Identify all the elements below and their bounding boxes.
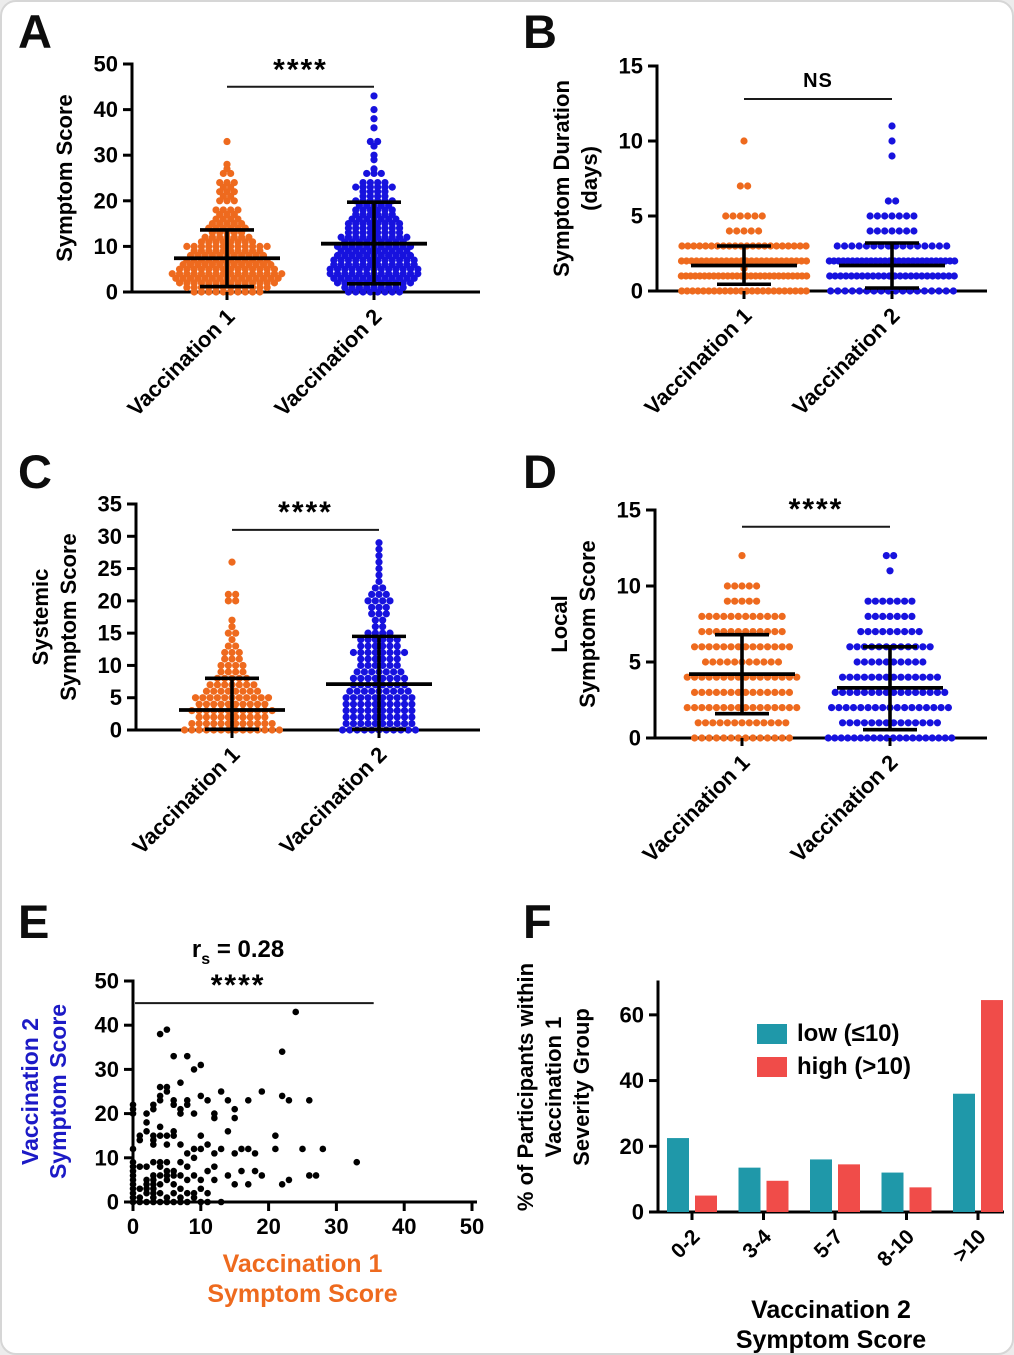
svg-text:30: 30 bbox=[324, 1214, 348, 1239]
svg-text:15: 15 bbox=[619, 54, 643, 79]
panel-label-d: D bbox=[523, 445, 557, 498]
svg-text:Vaccination 2: Vaccination 2 bbox=[17, 1018, 43, 1165]
svg-text:Symptom Score: Symptom Score bbox=[736, 1326, 926, 1354]
svg-text:10: 10 bbox=[94, 234, 118, 259]
svg-text:50: 50 bbox=[95, 969, 119, 994]
svg-text:Symptom Score: Symptom Score bbox=[52, 94, 77, 262]
svg-text:10: 10 bbox=[95, 1145, 119, 1170]
panel-label-a: A bbox=[18, 5, 52, 58]
svg-text:40: 40 bbox=[620, 1068, 644, 1093]
svg-text:Symptom Score: Symptom Score bbox=[56, 533, 81, 701]
svg-text:low (≤10): low (≤10) bbox=[797, 1020, 900, 1047]
svg-text:20: 20 bbox=[95, 1101, 119, 1126]
svg-text:Vaccination 1: Vaccination 1 bbox=[637, 750, 754, 867]
panel-label-c: C bbox=[18, 445, 52, 498]
svg-text:Local: Local bbox=[547, 595, 572, 652]
svg-text:50: 50 bbox=[460, 1214, 484, 1239]
svg-text:Symptom Score: Symptom Score bbox=[575, 540, 600, 708]
svg-text:****: **** bbox=[278, 496, 333, 529]
svg-text:40: 40 bbox=[94, 97, 118, 122]
svg-text:rs = 0.28: rs = 0.28 bbox=[192, 936, 284, 968]
panel-F: F 0 20 40 60% of Participants within Vaccina… bbox=[507, 892, 1012, 1353]
svg-text:30: 30 bbox=[98, 524, 122, 549]
svg-text:5-7: 5-7 bbox=[810, 1225, 848, 1263]
svg-text:Systemic: Systemic bbox=[28, 569, 53, 666]
svg-text:Vaccination 1: Vaccination 1 bbox=[127, 742, 244, 859]
svg-text:Symptom Score: Symptom Score bbox=[207, 1280, 397, 1308]
panel-B: B 0 5 10 15 Symptom Duration (days) Vaccinatio… bbox=[507, 2, 1012, 442]
svg-text:20: 20 bbox=[98, 588, 122, 613]
svg-text:0: 0 bbox=[629, 726, 641, 751]
svg-text:0: 0 bbox=[632, 1200, 644, 1225]
svg-text:Vaccination 2: Vaccination 2 bbox=[274, 742, 391, 859]
panel-label-e: E bbox=[18, 895, 50, 948]
svg-text:0: 0 bbox=[127, 1214, 139, 1239]
chart-systemic-symptom-score: 0 5 10 15 20 25 30 35 Systemic Symptom Score Vacci… bbox=[28, 492, 480, 859]
chart-symptom-duration: 0 5 10 15 Symptom Duration (days) Vaccination … bbox=[549, 54, 987, 420]
svg-text:40: 40 bbox=[95, 1013, 119, 1038]
svg-text:20: 20 bbox=[94, 188, 118, 213]
svg-text:Vaccination 1: Vaccination 1 bbox=[541, 1017, 566, 1158]
svg-text:15: 15 bbox=[98, 621, 122, 646]
svg-text:>10: >10 bbox=[949, 1225, 990, 1266]
svg-text:Vaccination 2: Vaccination 2 bbox=[751, 1296, 911, 1324]
svg-text:5: 5 bbox=[629, 650, 641, 675]
chart-total-symptom-score: 0 10 20 30 40 50 Symptom Score Vaccination 1 Vac… bbox=[52, 52, 480, 421]
svg-text:Symptom Duration: Symptom Duration bbox=[549, 80, 574, 277]
svg-text:Vaccination 2: Vaccination 2 bbox=[787, 303, 904, 420]
svg-text:20: 20 bbox=[620, 1134, 644, 1159]
svg-text:****: **** bbox=[273, 54, 328, 87]
panel-label-b: B bbox=[523, 5, 557, 58]
svg-text:Vaccination 1: Vaccination 1 bbox=[122, 304, 239, 421]
svg-text:****: **** bbox=[789, 493, 844, 526]
panel-D: D 0 5 10 15 Local Symptom Score Vaccination 1 V… bbox=[507, 442, 1012, 892]
svg-text:10: 10 bbox=[98, 653, 122, 678]
svg-text:60: 60 bbox=[620, 1002, 644, 1027]
panel-E: E 0 10 20 30 40 50 Vaccination 2 Symptom Score 0… bbox=[2, 892, 507, 1353]
svg-text:(days): (days) bbox=[577, 146, 602, 211]
svg-text:20: 20 bbox=[256, 1214, 280, 1239]
svg-text:35: 35 bbox=[98, 492, 122, 517]
svg-text:Symptom Score: Symptom Score bbox=[45, 1004, 71, 1179]
svg-text:30: 30 bbox=[95, 1057, 119, 1082]
svg-text:30: 30 bbox=[94, 143, 118, 168]
svg-text:Vaccination 2: Vaccination 2 bbox=[785, 750, 902, 867]
svg-text:0: 0 bbox=[107, 1190, 119, 1215]
svg-text:NS: NS bbox=[803, 70, 833, 92]
svg-text:****: **** bbox=[211, 969, 266, 1002]
svg-text:0-2: 0-2 bbox=[667, 1225, 705, 1263]
svg-text:high (>10): high (>10) bbox=[797, 1053, 911, 1080]
svg-text:15: 15 bbox=[617, 498, 641, 523]
svg-text:Vaccination 1: Vaccination 1 bbox=[639, 303, 756, 420]
svg-text:Severity Group: Severity Group bbox=[569, 1008, 594, 1166]
svg-text:8-10: 8-10 bbox=[873, 1225, 919, 1271]
svg-text:Vaccination 2: Vaccination 2 bbox=[269, 304, 386, 421]
svg-text:10: 10 bbox=[189, 1214, 213, 1239]
panel-label-f: F bbox=[523, 895, 552, 948]
svg-text:40: 40 bbox=[392, 1214, 416, 1239]
svg-text:Vaccination 1: Vaccination 1 bbox=[223, 1250, 383, 1278]
svg-text:0: 0 bbox=[106, 280, 118, 305]
panel-A: A 0 10 20 30 40 50 Symptom Score Vaccination 1 V… bbox=[2, 2, 507, 442]
svg-text:25: 25 bbox=[98, 556, 122, 581]
svg-text:3-4: 3-4 bbox=[738, 1225, 776, 1263]
svg-text:10: 10 bbox=[617, 574, 641, 599]
svg-text:% of Participants within: % of Participants within bbox=[513, 963, 538, 1211]
svg-text:0: 0 bbox=[110, 718, 122, 743]
panel-C: C 0 5 10 15 20 25 30 35 Systemic Symptom Score Vac… bbox=[2, 442, 507, 892]
svg-text:0: 0 bbox=[631, 279, 643, 304]
svg-text:10: 10 bbox=[619, 129, 643, 154]
svg-text:50: 50 bbox=[94, 52, 118, 77]
svg-text:5: 5 bbox=[110, 685, 122, 710]
chart-local-symptom-score: 0 5 10 15 Local Symptom Score Vaccination 1 Vac… bbox=[547, 493, 987, 867]
svg-text:5: 5 bbox=[631, 204, 643, 229]
